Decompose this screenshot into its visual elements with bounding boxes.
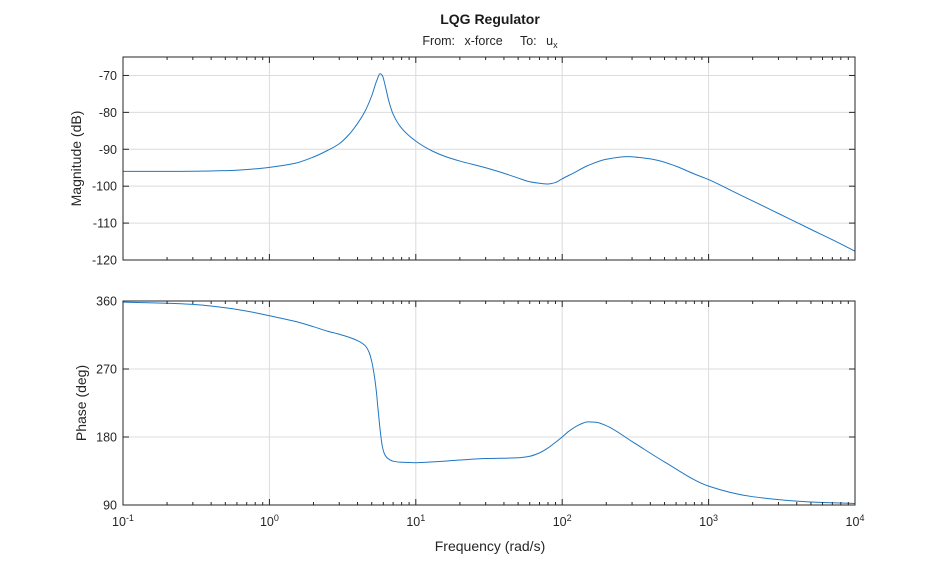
x-tick-labels: 10-1 100 101 102 103 104 [112,513,864,529]
subtitle-to-subscript: x [553,40,558,50]
magnitude-ticks: -70 -80 -90 -100 -110 -120 [92,57,856,268]
phase-ticks: 360 270 180 90 [96,295,856,513]
phase-series-line [122,301,856,504]
subtitle-from-value: x-force [465,34,503,48]
y-tick-label: 270 [96,363,117,377]
chart-subtitle: From: x-force To: ux [422,34,558,50]
x-axis-label: Frequency (rad/s) [435,538,545,554]
x-tick-label: 10-1 [112,513,134,529]
y-tick-label: 360 [96,295,117,309]
y-tick-label: 90 [103,499,117,513]
y-tick-label: -80 [99,106,117,120]
magnitude-grid [123,57,855,260]
x-tick-label: 100 [260,513,279,529]
magnitude-panel: -70 -80 -90 -100 -110 -120 Magnitude (dB) [68,56,856,268]
phase-panel: 360 270 180 90 Phase (deg) [73,295,856,513]
y-tick-label: -110 [93,217,117,231]
chart-title: LQG Regulator [440,11,540,27]
subtitle-to-label: To: [520,34,537,48]
x-tick-label: 102 [553,513,572,529]
magnitude-ylabel: Magnitude (dB) [68,111,84,207]
x-tick-label: 103 [699,513,718,529]
y-tick-label: 180 [96,431,117,445]
y-tick-label: -70 [99,69,117,83]
subtitle-from-label: From: [422,34,455,48]
phase-grid [123,301,855,505]
x-tick-label: 101 [406,513,425,529]
phase-axes-frame [122,300,856,506]
magnitude-series-line [123,73,856,252]
x-tick-label: 104 [846,513,865,529]
magnitude-axes-frame [122,56,856,261]
y-tick-label: -120 [92,254,117,268]
subtitle-to-value: u [546,34,553,48]
y-tick-label: -90 [99,143,117,157]
y-tick-label: -100 [92,180,117,194]
phase-ylabel: Phase (deg) [73,365,89,441]
